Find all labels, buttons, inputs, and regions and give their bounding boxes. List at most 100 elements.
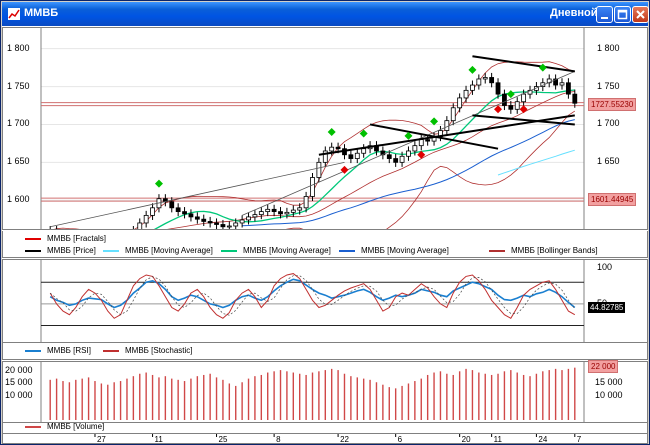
moving-average-cyan-line [497, 149, 575, 176]
minimize-icon [601, 17, 608, 19]
stochastic-signal-line [49, 275, 576, 316]
legend-item[interactable]: ММВБ [Moving Average] [221, 246, 331, 255]
candle-body [182, 211, 187, 215]
pane-splitter[interactable] [2, 257, 648, 259]
chart-app-icon [8, 8, 20, 20]
maximize-button[interactable] [614, 6, 631, 23]
date-axis-plot[interactable]: 27 11 25 8 22 6 20 11 24 7 [3, 434, 647, 444]
candle-body [297, 207, 303, 211]
candle-body [143, 214, 149, 224]
minimize-button[interactable] [596, 6, 613, 23]
candle-body [527, 89, 533, 95]
legend-item[interactable]: ММВБ [Fractals] [25, 234, 106, 243]
pane-splitter-2[interactable] [2, 359, 648, 361]
legend-item[interactable]: ММВБ [Moving Average] [103, 246, 213, 255]
candle-body [310, 177, 315, 197]
bollinger-middle-line [167, 91, 575, 229]
date-day-label: 24 [538, 435, 547, 444]
window-title: ММВБ [24, 7, 59, 19]
candle-body [412, 145, 418, 152]
date-day-label: 20 [462, 435, 471, 444]
legend-item[interactable]: ММВБ [Price] [25, 246, 96, 255]
chart-workspace: 1 800 1 750 1 700 1 650 1 600 1 800 1 750 1 70… [2, 26, 648, 444]
legend-item[interactable]: ММВБ [RSI] [25, 346, 91, 355]
legend-label: ММВБ [Moving Average] [125, 246, 213, 255]
legend-label: ММВБ [RSI] [47, 346, 91, 355]
candle-body [239, 219, 245, 224]
timeframe-label[interactable]: Дневной [550, 7, 598, 19]
date-axis: 27 11 25 8 22 6 20 11 24 7 [2, 433, 648, 444]
candle-body [393, 158, 399, 163]
candle-body [316, 161, 322, 178]
maximize-icon [617, 9, 628, 20]
fractal-up-marker [506, 90, 515, 99]
oscillator-legend: ММВБ [RSI] ММВБ [Stochastic] [2, 343, 648, 359]
oscillator-plot[interactable] [3, 260, 647, 342]
trendline [241, 71, 575, 216]
y-tick-label: 15 000 [5, 377, 33, 388]
candle-body [482, 77, 488, 80]
volume-plot[interactable] [3, 362, 647, 422]
y-tick-label: 15 000 [595, 377, 623, 388]
candle-body [444, 120, 450, 131]
legend-item[interactable]: ММВБ [Stochastic] [103, 346, 193, 355]
y-tick-label: 20 000 [5, 365, 33, 376]
trendline [472, 114, 575, 126]
rsi-line [49, 278, 576, 309]
legend-label: ММВБ [Moving Average] [243, 246, 331, 255]
close-button[interactable] [632, 6, 649, 23]
date-day-label: 11 [494, 435, 503, 444]
fractal-down-marker [519, 105, 528, 114]
date-day-label: 27 [97, 435, 106, 444]
candle-body [188, 213, 194, 218]
legend-label: ММВБ [Price] [47, 246, 96, 255]
y-tick-label: 1 750 [597, 80, 620, 91]
fractal-up-marker [430, 117, 439, 126]
candle-body [450, 107, 456, 122]
legend-item[interactable]: ММВБ [Volume] [25, 422, 104, 431]
candle-body [207, 221, 213, 224]
candle-body [566, 82, 571, 95]
price-plot[interactable] [3, 28, 647, 229]
price-legend: ММВБ [Fractals] ММВБ [Price] ММВБ [Moving … [2, 231, 648, 257]
candle-body [476, 78, 482, 86]
bollinger-lower-line [285, 110, 576, 229]
y-tick-label: 1 650 [597, 156, 620, 167]
fractal-up-marker [404, 131, 413, 140]
legend-item[interactable]: ММВБ [Moving Average] [339, 246, 449, 255]
volume-value-tag: 22 000 [588, 360, 619, 374]
legend-swatch [25, 349, 41, 352]
candle-body [489, 77, 495, 84]
legend-label: ММВБ [Volume] [47, 422, 105, 431]
candle-body [290, 209, 296, 213]
date-day-label: 7 [577, 435, 582, 444]
candle-body [271, 208, 277, 213]
trendline [318, 114, 575, 156]
stochastic-line [49, 273, 576, 319]
candle-body [329, 146, 335, 152]
moving-average-green-line [153, 89, 575, 229]
price-pane: 1 800 1 750 1 700 1 650 1 600 1 800 1 750 1 70… [2, 27, 648, 230]
candle-body [322, 150, 328, 163]
date-day-label: 8 [276, 435, 281, 444]
fractal-up-marker [359, 129, 368, 138]
last-price-tag: 1727.55230 [588, 97, 637, 111]
legend-label: ММВБ [Moving Average] [361, 246, 449, 255]
legend-swatch [221, 249, 237, 252]
candle-body [348, 154, 354, 159]
y-tick-label: 10 000 [5, 389, 33, 400]
title-bar[interactable]: ММВБ Дневной [2, 2, 649, 26]
legend-swatch [103, 349, 119, 352]
candle-body [559, 82, 565, 86]
candle-body [201, 218, 207, 222]
date-day-label: 11 [155, 435, 164, 444]
candle-body [470, 84, 475, 91]
legend-label: ММВБ [Fractals] [47, 234, 107, 243]
y-tick-label: 1 700 [7, 118, 30, 129]
volume-pane: 20 000 15 000 10 000 15 000 10 000 22 000 [2, 360, 648, 423]
candle-body [284, 211, 290, 215]
candle-body [150, 207, 155, 216]
candle-body [226, 225, 232, 228]
legend-item[interactable]: ММВБ [Bollinger Bands] [489, 246, 598, 255]
